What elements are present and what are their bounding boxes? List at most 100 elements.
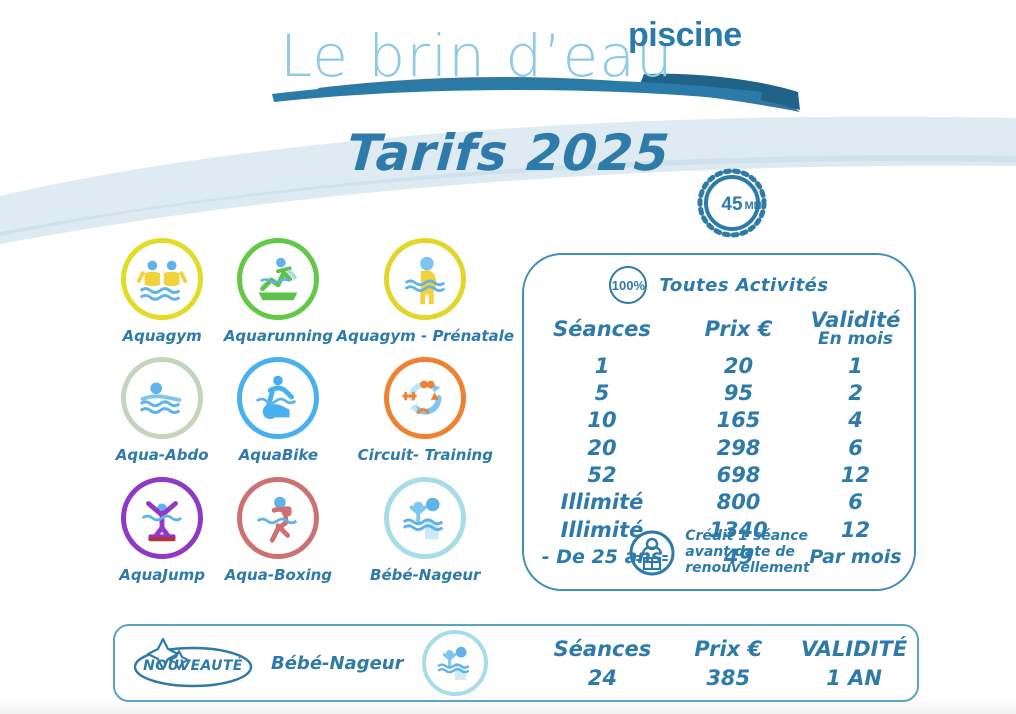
note-line-3: renouvellement [685,559,810,576]
bebe-nageur-icon [403,497,444,539]
table-row: 10 165 4 [524,407,914,434]
cell-sessions: Illimité [560,490,644,515]
cell-validity: 1 [848,353,863,378]
new-offer-bar: NOUVEAUTÉ Bébé-Nageur Séances Prix € VAL… [113,624,919,702]
aquabike-icon [256,376,297,420]
col-header-validity: Validité En mois [797,308,914,353]
activity-label: Aquarunning [223,327,333,345]
activity-icon-circle [121,238,204,320]
activity-circuit-training[interactable]: Circuit- Training [337,357,514,476]
logo-underline-wave [272,79,762,102]
cell-price: 95 [723,381,754,406]
aquagym-icon [136,260,188,301]
price-panel-header: 100% Toutes Activités [524,266,914,304]
table-row: 24 385 1 AN [540,666,918,690]
activity-label: AquaBike [238,446,319,465]
col-header-price: Prix € [704,316,773,341]
activity-label: Circuit- Training [357,446,493,465]
activity-aquagym[interactable]: Aquagym [104,238,220,357]
col-header-validity-sub: En mois [818,329,893,350]
brand-logo: Le brin d’eau piscine [262,2,782,108]
activity-icon-circle [237,238,320,320]
cell-sessions: 20 [587,435,617,460]
cell-sessions: Illimité [560,517,644,542]
cell-price: 698 [716,462,761,487]
activity-aquabike[interactable]: AquaBike [220,357,336,476]
cell-validity: Par mois [809,546,902,569]
cell-validity: 12 [840,462,871,487]
new-offer-header-row: Séances Prix € VALIDITÉ [540,637,918,666]
cell-price: 49 [723,544,754,569]
stopwatch-icon: 45 MN [697,168,767,238]
new-offer-activity-icon-circle [421,630,488,696]
duration-unit: MN [744,200,761,212]
nouveaute-label: NOUVEAUTÉ [143,658,243,674]
circuit-training-icon [402,380,442,415]
activity-icon-circle [237,357,320,440]
activity-aquajump[interactable]: AquaJump [104,476,220,596]
price-table: Séances Prix € Validité En mois 1 20 1 5… [524,308,914,571]
percent-badge-icon: 100% [609,266,648,304]
activity-icon-circle [121,357,204,440]
aqua-abdo-icon [139,382,182,415]
duration-badge: 45 MN [690,168,774,238]
page-title: Tarifs 2025 [0,124,1016,182]
activity-aquagym-prenatale[interactable]: Aquagym - Prénatale [337,238,514,357]
gift-credit-icon [629,530,675,576]
aquajump-icon [141,500,183,541]
cell-price: 298 [716,435,761,460]
col-header-sessions: Séances [553,636,652,661]
activity-icon-circle [237,476,320,559]
activity-label: Bébé-Nageur [370,565,481,584]
activity-aquarunning[interactable]: Aquarunning [220,238,336,357]
cell-validity: 12 [840,517,871,542]
cell-sessions: 24 [587,665,618,690]
cell-validity: 1 AN [826,665,882,690]
activity-label: Aqua-Abdo [115,446,209,465]
activity-icon-circle [384,238,467,320]
activity-icon-circle [384,357,467,440]
logo-subtitle: piscine [628,16,742,54]
col-header-sessions: Séances [553,316,651,341]
activity-label: Aqua-Boxing [224,565,333,584]
aquarunning-icon [259,257,298,301]
cell-price: 165 [716,408,761,433]
cell-price: 20 [723,353,754,378]
cell-validity: 4 [848,408,863,433]
renewal-note: Crédit 1 séance avant date de renouvelle… [524,528,914,577]
new-offer-table: Séances Prix € VALIDITÉ 24 385 1 AN [540,637,918,690]
cell-sessions: 10 [587,408,617,433]
duration-value: 45 [721,194,743,215]
sparkle-icon [133,637,253,688]
cell-validity: 6 [848,490,863,515]
activity-bebe-nageur[interactable]: Bébé-Nageur [337,476,514,596]
cell-validity: 2 [848,381,863,406]
activity-label: AquaJump [119,565,206,584]
renewal-note-text: Crédit 1 séance avant date de renouvelle… [685,528,810,577]
table-row: Illimité 800 6 [524,489,914,516]
col-header-validity: VALIDITÉ [800,636,908,661]
table-row: 5 95 2 [524,380,914,407]
activity-icon-circle [121,476,204,559]
footer-gradient [0,698,1016,714]
price-panel: 100% Toutes Activités Séances Prix € Val… [522,253,916,591]
price-table-header-row: Séances Prix € Validité En mois [524,308,914,353]
page-title-text: Tarifs 2025 [344,124,672,182]
note-line-1: Crédit 1 séance [685,528,808,545]
price-panel-heading: Toutes Activités [659,274,829,296]
table-row: 52 698 12 [524,462,914,489]
activity-label: Aquagym - Prénatale [336,327,514,345]
nouveaute-badge: NOUVEAUTÉ [129,637,257,689]
col-header-price: Prix € [694,636,763,661]
activity-aqua-abdo[interactable]: Aqua-Abdo [104,357,220,476]
aqua-boxing-icon [257,496,298,543]
cell-price: 385 [706,665,751,690]
new-offer-activity-label: Bébé-Nageur [271,652,404,674]
activity-label: Aquagym [122,327,202,345]
cell-price: 1340 [709,517,768,542]
table-row: Illimité 1340 12 [524,517,914,544]
cell-price: 800 [716,490,761,515]
activity-aqua-boxing[interactable]: Aqua-Boxing [220,476,336,596]
note-line-2: avant date de [685,544,795,561]
table-row: 20 298 6 [524,435,914,462]
